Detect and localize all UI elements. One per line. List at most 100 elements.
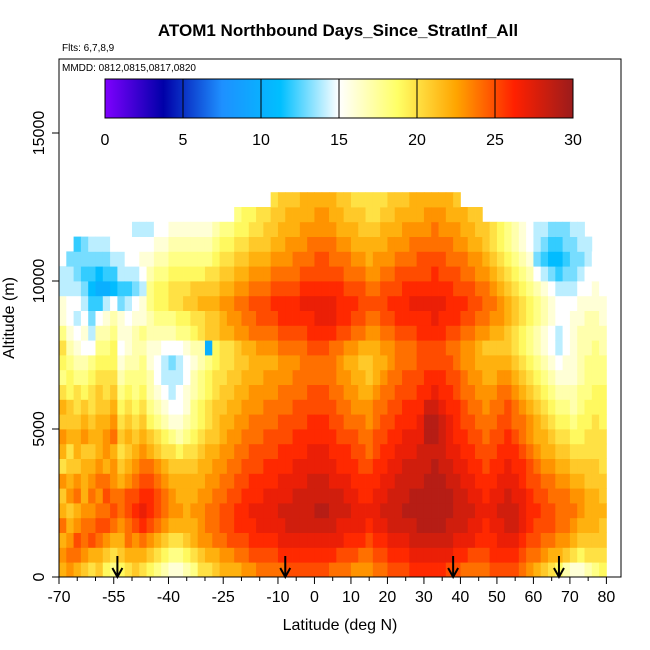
- heatmap-cell: [59, 532, 67, 548]
- heatmap-cell: [416, 192, 425, 208]
- heatmap-cell: [168, 547, 177, 563]
- heatmap-cell: [204, 251, 213, 267]
- heatmap-cell: [307, 251, 315, 267]
- heatmap-cell: [453, 192, 461, 208]
- heatmap-cell: [496, 369, 505, 385]
- heatmap-cell: [591, 369, 600, 385]
- heatmap-cell: [299, 207, 308, 223]
- heatmap-cell: [234, 517, 242, 533]
- heatmap-cell: [599, 295, 607, 311]
- heatmap-cell: [343, 251, 352, 267]
- heatmap-cell: [394, 473, 403, 489]
- heatmap-cell: [168, 429, 177, 445]
- heatmap-cell: [584, 503, 593, 519]
- heatmap-cell: [80, 488, 89, 504]
- heatmap-cell: [219, 355, 228, 371]
- heatmap-cell: [146, 310, 155, 326]
- heatmap-cell: [387, 473, 396, 489]
- heatmap-cell: [219, 384, 228, 400]
- heatmap-cell: [496, 399, 505, 415]
- heatmap-cell: [95, 325, 104, 341]
- heatmap-cell: [394, 414, 403, 430]
- heatmap-cell: [358, 295, 366, 311]
- heatmap-cell: [438, 295, 447, 311]
- heatmap-cell: [241, 414, 250, 430]
- heatmap-cell: [161, 399, 169, 415]
- heatmap-cell: [307, 369, 315, 385]
- heatmap-cell: [511, 429, 520, 445]
- heatmap-cell: [453, 221, 461, 237]
- heatmap-cell: [540, 325, 549, 341]
- heatmap-cell: [299, 236, 308, 252]
- heatmap-cell: [59, 369, 67, 385]
- heatmap-cell: [438, 251, 447, 267]
- heatmap-cell: [438, 458, 447, 474]
- heatmap-cell: [212, 281, 220, 297]
- heatmap-cell: [453, 458, 461, 474]
- heatmap-cell: [234, 503, 242, 519]
- heatmap-cell: [445, 266, 454, 282]
- heatmap-cell: [511, 340, 520, 356]
- heatmap-cell: [482, 532, 491, 548]
- heatmap-cell: [299, 517, 308, 533]
- heatmap-cell: [95, 503, 104, 519]
- heatmap-cell: [161, 221, 169, 237]
- heatmap-cell: [226, 488, 235, 504]
- heatmap-cell: [504, 517, 512, 533]
- heatmap-cell: [402, 251, 410, 267]
- heatmap-cell: [591, 429, 600, 445]
- heatmap-cell: [343, 399, 352, 415]
- heatmap-cell: [409, 458, 418, 474]
- heatmap-cell: [584, 473, 593, 489]
- heatmap-cell: [540, 488, 549, 504]
- heatmap-cell: [117, 295, 126, 311]
- heatmap-cell: [190, 266, 199, 282]
- heatmap-cell: [482, 399, 491, 415]
- heatmap-cell: [73, 562, 82, 578]
- heatmap-cell: [175, 532, 184, 548]
- heatmap-cell: [496, 443, 505, 459]
- heatmap-cell: [277, 532, 286, 548]
- heatmap-cell: [110, 473, 118, 489]
- heatmap-cell: [584, 369, 593, 385]
- heatmap-cell: [533, 325, 542, 341]
- heatmap-cell: [241, 384, 250, 400]
- heatmap-cell: [518, 295, 527, 311]
- heatmap-cell: [350, 443, 359, 459]
- heatmap-cell: [88, 503, 96, 519]
- heatmap-cell: [277, 281, 286, 297]
- heatmap-cell: [270, 369, 279, 385]
- heatmap-cell: [204, 458, 213, 474]
- heatmap-cell: [175, 340, 184, 356]
- heatmap-cell: [387, 310, 396, 326]
- heatmap-cell: [569, 473, 578, 489]
- heatmap-cell: [234, 562, 242, 578]
- heatmap-cell: [591, 532, 600, 548]
- heatmap-cell: [226, 429, 235, 445]
- heatmap-cell: [423, 488, 432, 504]
- heatmap-cell: [387, 236, 396, 252]
- heatmap-cell: [80, 532, 89, 548]
- heatmap-cell: [204, 266, 213, 282]
- heatmap-cell: [511, 414, 520, 430]
- heatmap-cell: [110, 369, 118, 385]
- flights-subtitle: Flts: 6,7,8,9: [62, 43, 115, 54]
- heatmap-cell: [183, 325, 191, 341]
- heatmap-cell: [402, 473, 410, 489]
- heatmap-cell: [256, 236, 264, 252]
- heatmap-cell: [584, 443, 593, 459]
- heatmap-cell: [548, 429, 556, 445]
- heatmap-cell: [445, 503, 454, 519]
- heatmap-cell: [372, 503, 381, 519]
- heatmap-cell: [248, 295, 257, 311]
- heatmap-cell: [518, 266, 527, 282]
- heatmap-cell: [204, 340, 213, 356]
- x-tick-label: 20: [379, 589, 397, 606]
- heatmap-cell: [153, 429, 162, 445]
- heatmap-cell: [540, 295, 549, 311]
- heatmap-cell: [526, 532, 534, 548]
- heatmap-cell: [504, 355, 512, 371]
- heatmap-cell: [131, 355, 140, 371]
- heatmap-cell: [270, 399, 279, 415]
- heatmap-cell: [482, 266, 491, 282]
